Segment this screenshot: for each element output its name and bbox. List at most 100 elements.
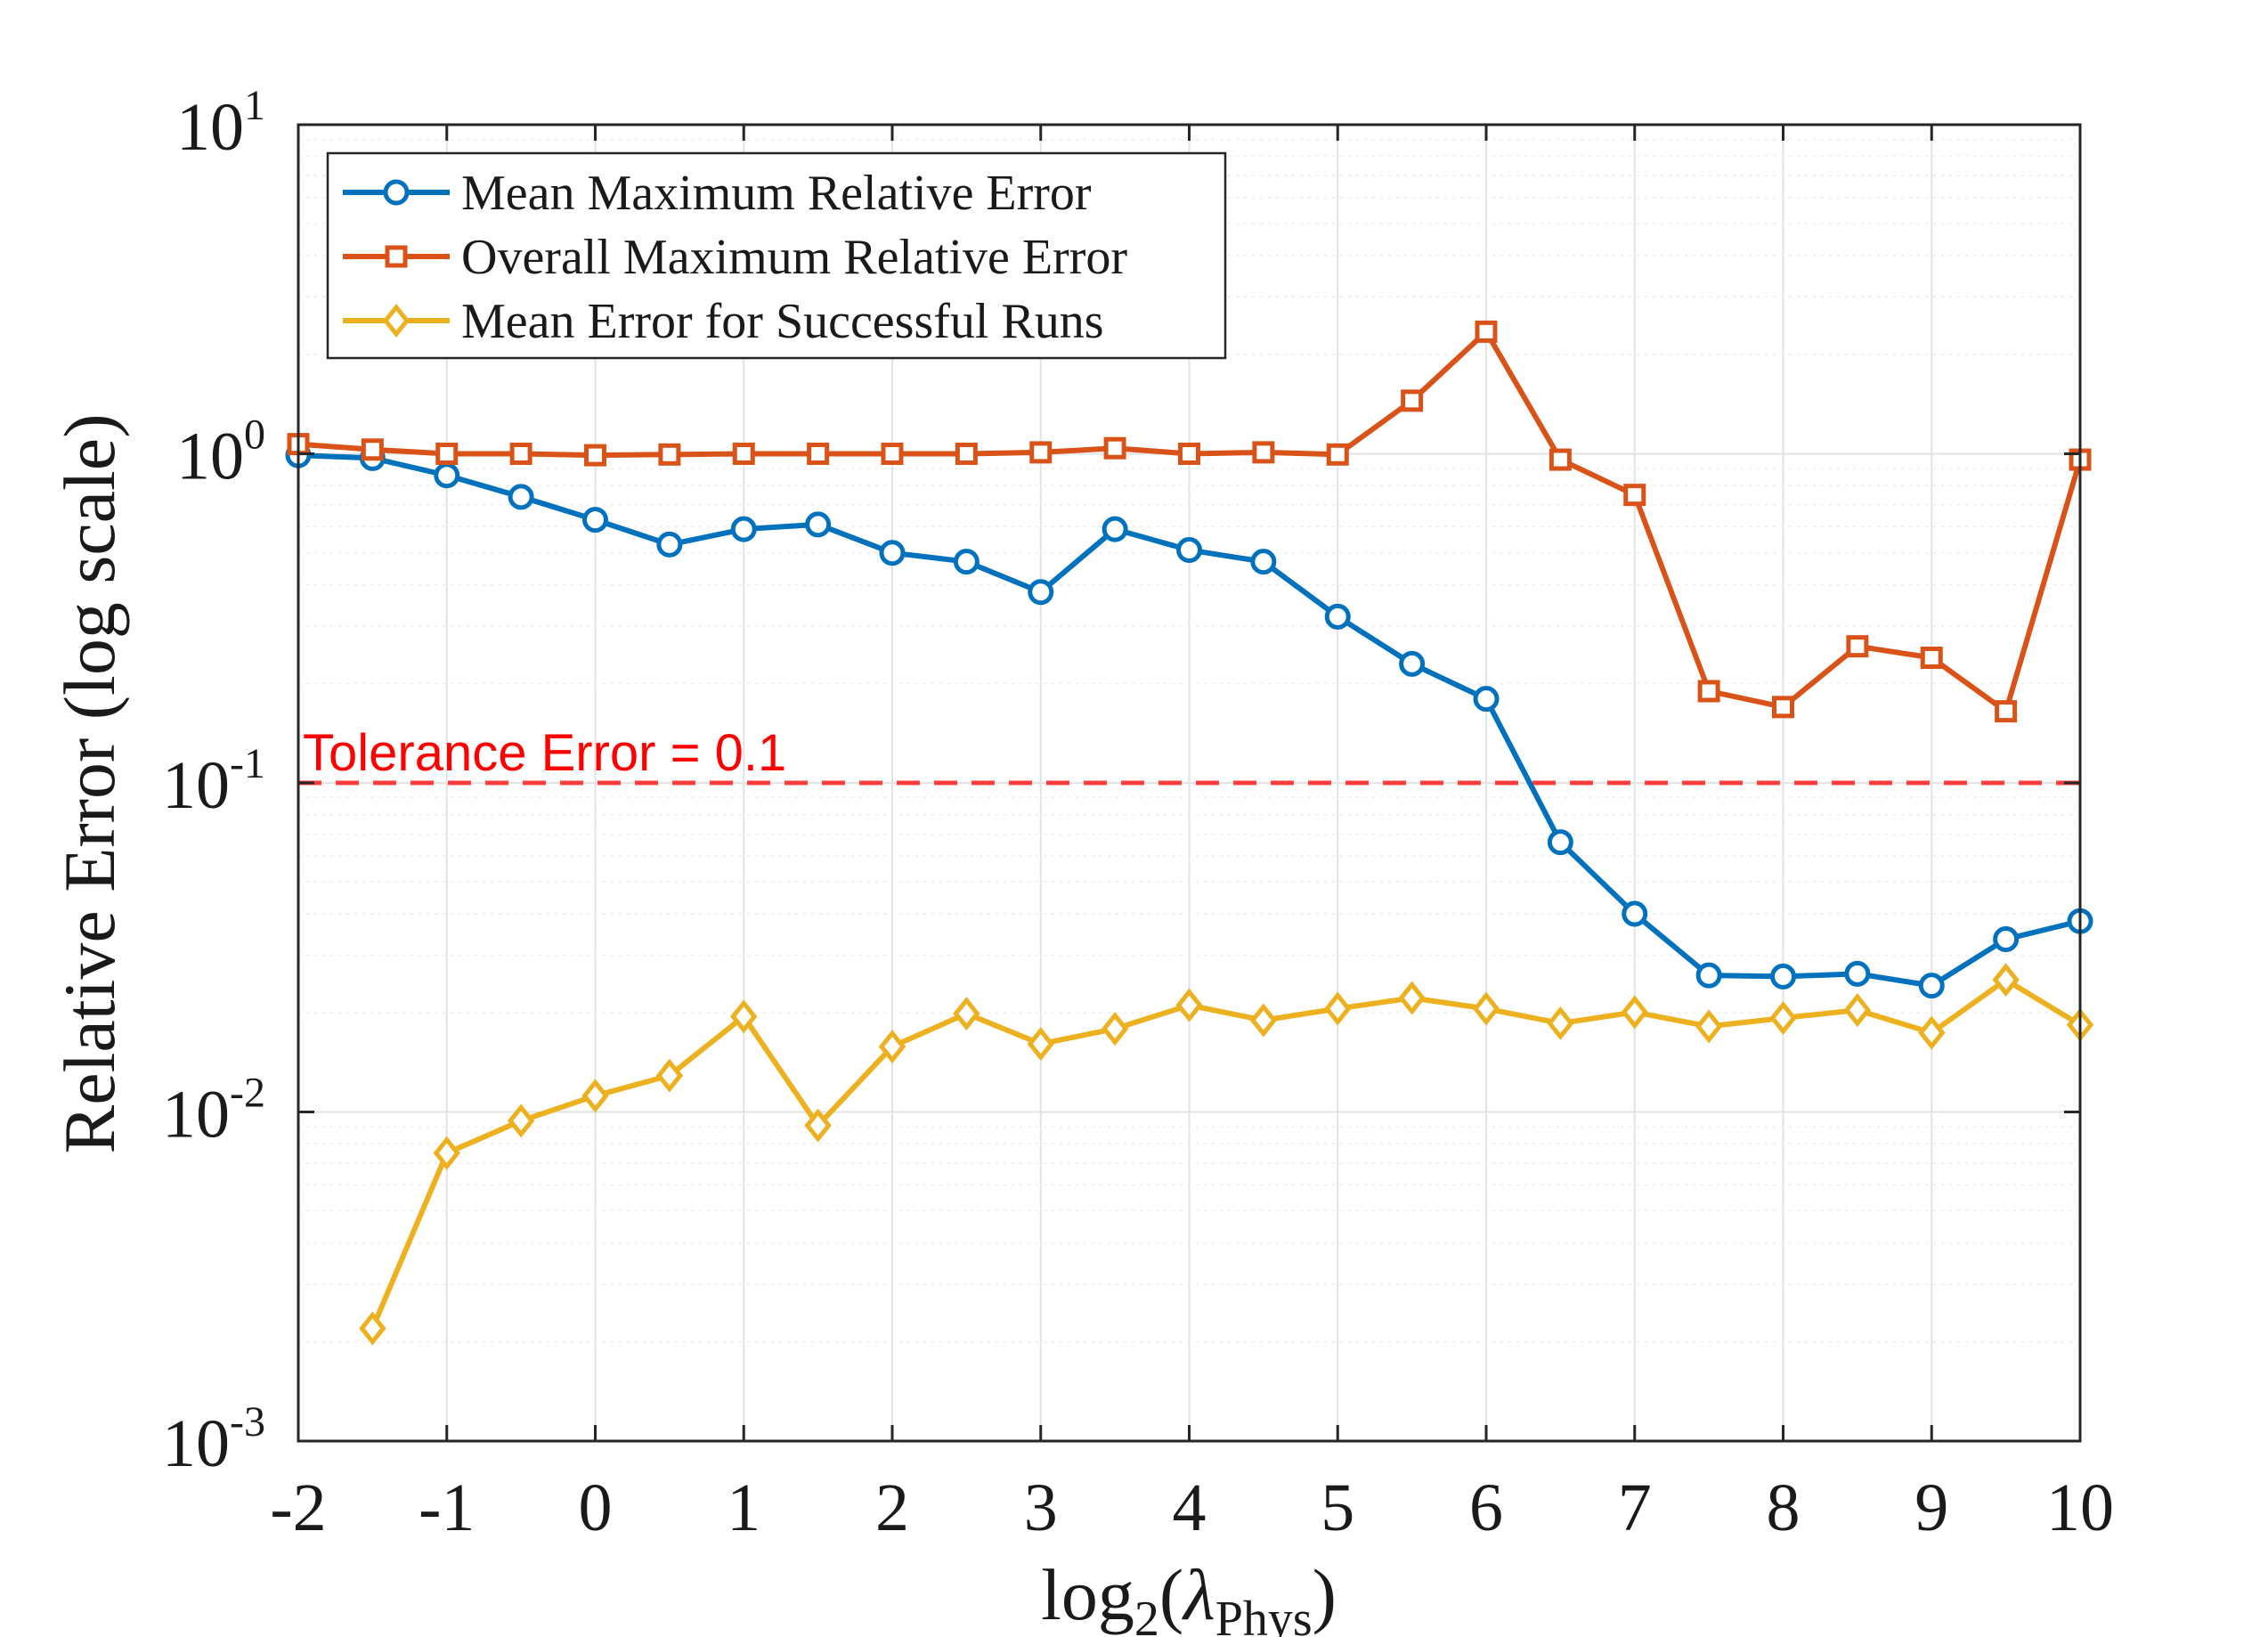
x-axis-label: log2(λPhys)	[1041, 1554, 1337, 1637]
y-axis-label: Relative Error (log scale)	[49, 413, 130, 1153]
series-square-point	[955, 443, 978, 465]
series-circle-point	[1622, 900, 1648, 927]
series-square-point	[1029, 441, 1053, 464]
series-circle-point	[1101, 516, 1128, 542]
y-tick-label-base: 10	[162, 1406, 230, 1481]
legend-label-circle: Mean Maximum Relative Error	[461, 166, 1092, 221]
y-tick-label-base: 10	[162, 748, 230, 823]
legend-label-square: Overall Maximum Relative Error	[461, 230, 1127, 285]
series-circle-point	[1473, 686, 1500, 713]
series-square-point	[1772, 696, 1794, 719]
series-circle-point	[1176, 537, 1202, 564]
series-diamond-point	[1472, 991, 1500, 1026]
series-square-point	[1103, 436, 1126, 460]
series-square-point	[509, 443, 532, 465]
series-square-point	[732, 443, 755, 465]
series-diamond-point	[581, 1079, 609, 1113]
series-circle-point	[953, 549, 980, 575]
series-diamond-point	[1547, 1006, 1574, 1040]
series-circle-point	[1547, 829, 1573, 856]
series-square-point	[1697, 680, 1720, 703]
x-tick-label: 4	[1173, 1470, 1207, 1545]
x-tick-label: 6	[1469, 1470, 1503, 1545]
series-circle-point	[582, 507, 608, 533]
legend-box	[326, 151, 1227, 360]
x-axis-ticks: -2 -1 0 1 2 3 4 5 6 7 8 9 10	[270, 125, 2114, 1545]
series-square-point	[584, 444, 606, 467]
x-tick-label: 9	[1914, 1470, 1948, 1545]
series-diamond-point	[1843, 993, 1872, 1028]
series-square	[287, 320, 2092, 723]
series-diamond-point	[953, 997, 980, 1031]
series-square-point	[658, 443, 681, 466]
x-tick-label: -1	[419, 1470, 475, 1545]
x-tick-label: 3	[1024, 1470, 1058, 1545]
series-square-point	[1178, 443, 1200, 465]
series-square-point	[1252, 441, 1275, 464]
series-diamond-point	[1101, 1012, 1129, 1047]
series-diamond-point	[359, 1311, 386, 1346]
x-tick-label: 7	[1618, 1470, 1652, 1545]
series-square-point	[435, 443, 459, 465]
series-circle-point	[730, 516, 757, 542]
series-circle-point	[1324, 603, 1351, 630]
series-square-point	[1995, 700, 2018, 723]
x-tick-label: 0	[579, 1470, 613, 1545]
series-circle-point	[508, 484, 534, 510]
series-circle-point	[1028, 579, 1054, 606]
series-diamond-point	[1324, 991, 1352, 1026]
y-tick-label: 10-3	[162, 1398, 265, 1481]
series-diamond-point	[1398, 981, 1426, 1015]
tolerance-line-group: Tolerance Error = 0.1	[298, 724, 2080, 786]
y-tick-label-exponent: -1	[230, 740, 265, 787]
series-circle-point	[1695, 962, 1722, 989]
x-tick-label: 8	[1767, 1470, 1801, 1545]
y-tick-label-exponent: 0	[244, 411, 265, 459]
series-diamond-point	[1027, 1027, 1054, 1062]
series-diamond-point	[433, 1136, 460, 1170]
y-tick-label-base: 10	[162, 1078, 230, 1152]
tolerance-label: Tolerance Error = 0.1	[303, 724, 786, 782]
series-diamond-point	[1769, 1000, 1797, 1035]
series-diamond-point	[1175, 988, 1203, 1022]
series-square-point	[1401, 389, 1424, 412]
series-circle-point	[1250, 549, 1277, 575]
y-tick-label: 10-2	[162, 1070, 265, 1152]
series-diamond-point	[1695, 1009, 1723, 1044]
series-square-point	[1326, 443, 1349, 466]
series-diamond-point	[1992, 963, 2020, 998]
series-circle-point	[1770, 963, 1796, 990]
legend-circle-point	[383, 179, 410, 206]
legend: Mean Maximum Relative Error Overall Maxim…	[326, 151, 1227, 360]
series-circle-point	[1844, 960, 1871, 987]
series-circle-point	[805, 511, 832, 538]
x-axis-label-sub: 2	[1134, 1592, 1159, 1637]
x-tick-label: 1	[727, 1470, 760, 1545]
x-tick-label: 5	[1321, 1470, 1354, 1545]
legend-square-point	[385, 245, 408, 268]
series-square-point	[881, 443, 904, 465]
x-axis-label-symbol: λ	[1182, 1554, 1215, 1635]
series-square-point	[361, 438, 384, 461]
series-circle-point	[1993, 925, 2020, 952]
y-tick-label-base: 10	[176, 90, 244, 165]
series-diamond-point	[1621, 995, 1648, 1030]
y-tick-label: 100	[176, 411, 265, 494]
series-diamond-point	[507, 1104, 535, 1138]
y-tick-label-exponent: -2	[230, 1070, 265, 1117]
series-group	[285, 320, 2094, 1346]
series-diamond-point	[1918, 1015, 1946, 1050]
x-axis-label-open: (	[1159, 1554, 1183, 1635]
series-circle-point	[656, 531, 683, 558]
series-circle-point	[1399, 650, 1426, 677]
legend-label-diamond: Mean Error for Successful Runs	[461, 294, 1104, 349]
series-diamond-point	[878, 1030, 906, 1064]
x-axis-label-symbol-sub: Phys	[1215, 1592, 1313, 1637]
series-circle-point	[879, 540, 906, 566]
legend-diamond-point	[382, 303, 411, 338]
y-tick-label-base: 10	[176, 419, 244, 494]
series-circle-point	[1918, 973, 1945, 999]
series-diamond	[359, 963, 2094, 1346]
series-diamond-point	[730, 999, 758, 1034]
